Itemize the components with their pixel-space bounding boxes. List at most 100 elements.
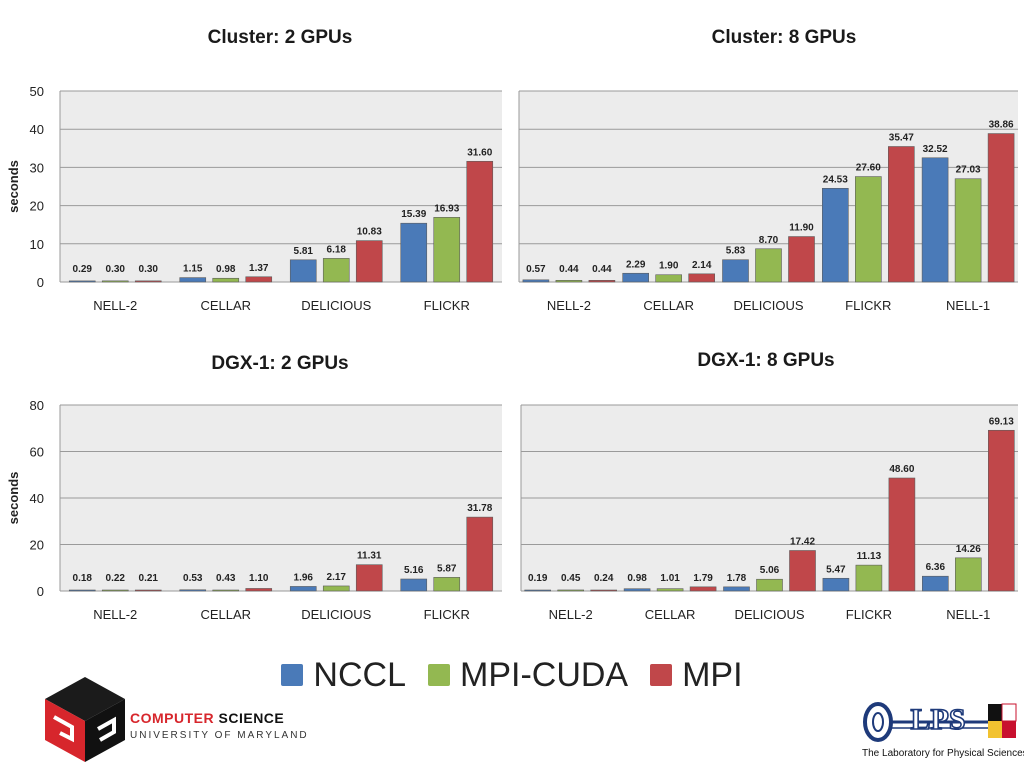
y-tick-label: 50 xyxy=(30,84,44,99)
value-label: 0.22 xyxy=(106,573,126,584)
lps-logo: LPS xyxy=(863,702,1017,742)
bar xyxy=(821,187,849,283)
value-label: 10.83 xyxy=(357,227,382,238)
bar xyxy=(987,133,1015,283)
value-label: 1.96 xyxy=(294,572,314,583)
category-label: DELICIOUS xyxy=(734,607,804,622)
value-label: 5.06 xyxy=(760,565,780,576)
value-label: 1.10 xyxy=(249,573,269,584)
y-tick-label: 0 xyxy=(37,275,44,290)
category-label: DELICIOUS xyxy=(301,298,371,313)
value-label: 6.36 xyxy=(926,562,946,573)
y-tick-label: 20 xyxy=(30,199,44,214)
value-label: 0.24 xyxy=(594,573,614,584)
bar xyxy=(245,588,273,592)
category-label: FLICKR xyxy=(424,298,470,313)
value-label: 6.18 xyxy=(327,244,347,255)
bar xyxy=(854,176,882,283)
legend-label-mpi: MPI xyxy=(682,655,743,694)
value-label: 5.47 xyxy=(826,564,846,575)
value-label: 0.45 xyxy=(561,573,581,584)
value-label: 15.39 xyxy=(401,209,426,220)
value-label: 0.18 xyxy=(73,573,93,584)
bar xyxy=(689,586,717,592)
charts-canvas: 0 10 20 30 40 50 seconds Cluster: 2 GPUs NELL-2 0… xyxy=(6,27,1018,622)
value-label: 31.60 xyxy=(467,147,492,158)
value-label: 0.30 xyxy=(139,264,159,275)
bar xyxy=(656,588,684,592)
chart-title-1: Cluster: 8 GPUs xyxy=(712,27,857,48)
bar xyxy=(522,279,550,283)
bar xyxy=(887,146,915,283)
value-label: 69.13 xyxy=(989,416,1014,427)
category-label: CELLAR xyxy=(200,298,251,313)
legend-item-mpi-cuda: MPI-CUDA xyxy=(428,656,628,695)
umd-cs-logo xyxy=(45,677,125,762)
bar xyxy=(888,477,916,592)
bar xyxy=(622,272,650,283)
bar xyxy=(400,222,428,283)
umd-cube-icon xyxy=(45,677,125,762)
bar xyxy=(289,586,317,592)
category-label: FLICKR xyxy=(424,607,470,622)
category-label: DELICIOUS xyxy=(301,607,371,622)
y-axis-label: seconds xyxy=(6,160,21,213)
bar xyxy=(755,248,782,283)
category-label: NELL-2 xyxy=(93,298,137,313)
bar xyxy=(588,280,616,283)
value-label: 0.30 xyxy=(106,264,126,275)
value-label: 2.17 xyxy=(327,572,347,583)
legend-label-mpi-cuda: MPI-CUDA xyxy=(460,655,629,694)
category-label: NELL-2 xyxy=(549,607,593,622)
bar xyxy=(68,589,96,592)
value-label: 8.70 xyxy=(759,235,779,246)
value-label: 14.26 xyxy=(956,544,981,555)
value-label: 1.90 xyxy=(659,261,679,272)
category-label: FLICKR xyxy=(845,298,891,313)
bar xyxy=(433,217,461,283)
value-label: 5.81 xyxy=(294,246,314,257)
legend-swatch-nccl xyxy=(281,664,304,686)
category-label: NELL-1 xyxy=(946,298,990,313)
value-label: 1.01 xyxy=(660,573,680,584)
legend-swatch-mpi-cuda xyxy=(428,664,450,686)
bar xyxy=(245,276,273,283)
y-tick-label: 10 xyxy=(30,237,44,252)
value-label: 38.86 xyxy=(989,120,1014,131)
value-label: 0.53 xyxy=(183,573,203,584)
bar xyxy=(466,160,494,283)
y-tick-label: 30 xyxy=(30,160,44,175)
value-label: 0.29 xyxy=(73,264,93,275)
category-label: CELLAR xyxy=(643,298,694,313)
value-label: 27.03 xyxy=(956,165,981,176)
value-label: 35.47 xyxy=(889,133,914,144)
bar xyxy=(954,178,982,283)
y-tick-label: 0 xyxy=(37,584,44,599)
y-tick-label: 60 xyxy=(30,445,44,460)
value-label: 5.87 xyxy=(437,563,457,574)
bar xyxy=(466,516,494,592)
bar xyxy=(921,157,949,283)
value-label: 31.78 xyxy=(467,503,492,514)
category-label: NELL-1 xyxy=(946,607,990,622)
bar xyxy=(134,280,162,283)
value-label: 0.57 xyxy=(526,264,546,275)
lps-mark: LPS xyxy=(910,703,965,736)
bar xyxy=(322,258,350,283)
bar xyxy=(921,575,949,592)
value-label: 0.44 xyxy=(559,264,579,275)
bar xyxy=(723,586,750,592)
category-label: CELLAR xyxy=(200,607,251,622)
bar xyxy=(954,557,982,592)
bar xyxy=(101,280,129,283)
value-label: 1.15 xyxy=(183,264,203,275)
bar xyxy=(590,589,618,592)
umd-university-name: UNIVERSITY OF MARYLAND xyxy=(130,730,309,741)
value-label: 24.53 xyxy=(823,174,848,185)
plot-area-0 xyxy=(60,91,502,282)
legend-swatch-mpi xyxy=(650,664,673,686)
category-label: FLICKR xyxy=(846,607,892,622)
bar xyxy=(555,280,583,283)
bar xyxy=(289,259,317,283)
bar xyxy=(688,273,716,283)
